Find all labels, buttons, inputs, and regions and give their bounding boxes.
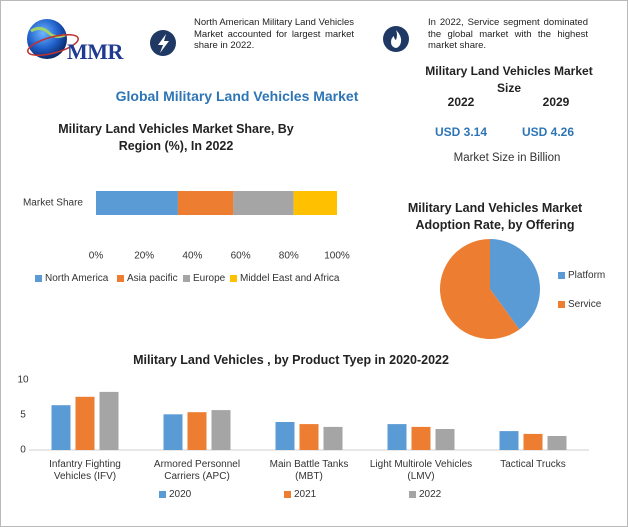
legend-label: 2020 (169, 489, 192, 500)
legend-item: 2020 (159, 489, 191, 500)
market-value: USD 3.14 (434, 125, 488, 139)
chart-title: Military Land Vehicles , by Product Tyep… (133, 353, 449, 367)
x-tick-label: 80% (279, 251, 299, 262)
x-tick-label: Main Battle Tanks (MBT) (269, 459, 349, 482)
x-tick-label: 60% (231, 251, 251, 262)
legend-label: Europe (193, 273, 226, 284)
bar-segment (96, 191, 178, 215)
legend-label: Asia pacific (127, 273, 178, 284)
logo-orbit (27, 34, 79, 56)
icon-circle (383, 26, 409, 52)
icon-flame (391, 30, 402, 48)
legend-item: North America (35, 273, 108, 284)
logo-land (30, 26, 66, 39)
x-tick-label: 40% (182, 251, 202, 262)
legend-item: Service (558, 299, 601, 310)
year: 2022 (447, 95, 475, 109)
legend-label: Platform (568, 270, 606, 281)
legend-swatch (35, 275, 42, 282)
bar (435, 429, 455, 450)
legend-item: Asia pacific (117, 273, 178, 284)
x-tick-label: Armored Personnel Carriers (APC) (153, 459, 241, 482)
bar (211, 410, 231, 450)
bar (387, 424, 407, 450)
bar (51, 405, 71, 450)
icon-bolt (158, 34, 169, 53)
market-unit: Market Size in Billion (453, 152, 561, 164)
y-tick-label: Market Share (23, 198, 83, 209)
x-tick-label: 0% (89, 251, 104, 262)
bar (547, 436, 567, 450)
legend-swatch (117, 275, 124, 282)
legend-label: 2022 (419, 489, 442, 500)
x-tick-label: 20% (134, 251, 154, 262)
legend-swatch (159, 491, 166, 498)
x-tick-label: Infantry Fighting Vehicles (IFV) (49, 459, 121, 482)
market-value: USD 4.26 (521, 125, 575, 139)
legend-item: Platform (558, 270, 605, 281)
chart-title: Military Land Vehicles Market Share, By … (58, 122, 294, 153)
pie-slice (490, 239, 540, 330)
chart-title: Military Land Vehicles Market Adoption R… (407, 201, 583, 232)
bar (299, 424, 319, 450)
legend-swatch (558, 301, 565, 308)
legend-label: 2021 (294, 489, 317, 500)
pie-slice (440, 239, 520, 339)
legend-swatch (183, 275, 190, 282)
main-title: Global Military Land Vehicles Market (115, 88, 359, 104)
fact-text: North American Military Land Vehicles Ma… (194, 17, 354, 51)
logo-text: MMR (67, 39, 123, 64)
legend-item: Europe (183, 273, 225, 284)
legend-item: 2021 (284, 489, 316, 500)
legend-swatch (409, 491, 416, 498)
x-tick-label: 100% (324, 251, 350, 262)
bar-segment (293, 191, 337, 215)
x-tick-label: Tactical Trucks (500, 459, 566, 470)
bar (75, 396, 95, 450)
bar-segment (177, 191, 234, 215)
bar (275, 422, 295, 450)
bar (411, 426, 431, 450)
bar-segment (233, 191, 294, 215)
year: 2029 (542, 95, 570, 109)
legend-item: Middel East and Africa (230, 273, 340, 284)
legend-label: Service (568, 299, 602, 310)
legend-swatch (230, 275, 237, 282)
bar (187, 412, 207, 450)
y-tick-label: 0 (20, 445, 26, 456)
bar (99, 391, 119, 450)
bar (523, 433, 543, 450)
bar (323, 426, 343, 450)
y-tick-label: 10 (17, 375, 29, 386)
bar (163, 414, 183, 450)
x-tick-label: Light Multirole Vehicles (LMV) (369, 459, 473, 482)
fact-text: In 2022, Service segment dominated the g… (428, 17, 588, 51)
legend-item: 2022 (409, 489, 441, 500)
legend-label: Middel East and Africa (240, 273, 340, 284)
market-size-title: Military Land Vehicles Market Size (425, 64, 593, 95)
legend-label: North America (45, 273, 109, 284)
bar (499, 431, 519, 450)
legend-swatch (284, 491, 291, 498)
y-tick-label: 5 (20, 410, 26, 421)
legend-swatch (558, 272, 565, 279)
